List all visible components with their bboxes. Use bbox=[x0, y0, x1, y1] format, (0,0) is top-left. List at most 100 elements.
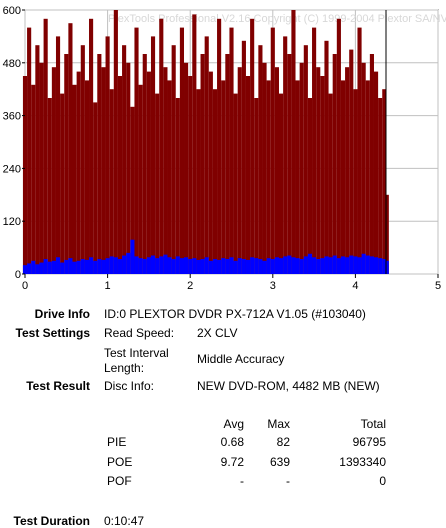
poe-bar bbox=[254, 98, 259, 274]
y-tick-label: 0 bbox=[15, 269, 21, 281]
row-avg: - bbox=[240, 474, 244, 488]
pie-bar bbox=[47, 261, 52, 274]
poe-bar bbox=[68, 23, 73, 275]
poe-bar bbox=[51, 67, 56, 274]
test-settings-label: Test Settings bbox=[15, 326, 90, 340]
poe-bar bbox=[196, 89, 201, 274]
pie-bar bbox=[51, 260, 56, 274]
pie-bar bbox=[150, 255, 156, 274]
poe-bar bbox=[229, 27, 234, 274]
poe-bar bbox=[345, 67, 350, 274]
max-header: Max bbox=[267, 417, 290, 431]
poe-bar bbox=[357, 27, 362, 274]
pie-bar bbox=[80, 259, 85, 274]
poe-bar bbox=[167, 80, 172, 275]
poe-bar bbox=[212, 89, 218, 274]
pie-bar bbox=[316, 259, 321, 274]
read-speed-label: Read Speed: bbox=[104, 326, 175, 340]
poe-bar bbox=[245, 76, 251, 274]
disc-info-value: NEW DVD-ROM, 4482 MB (NEW) bbox=[197, 379, 380, 393]
poe-bar bbox=[39, 62, 44, 274]
poe-bar bbox=[93, 102, 98, 275]
pie-bar bbox=[353, 256, 358, 274]
pie-bar bbox=[76, 260, 81, 274]
poe-bar bbox=[155, 93, 160, 274]
poe-bar bbox=[122, 45, 127, 275]
interval-label-line1: Test Interval bbox=[104, 346, 169, 360]
poe-bar bbox=[233, 93, 238, 274]
pie-bar bbox=[349, 255, 354, 274]
poe-bar bbox=[307, 98, 313, 274]
x-tick-label: 2 bbox=[187, 280, 193, 292]
pie-bar bbox=[192, 258, 197, 274]
poe-bar bbox=[378, 98, 383, 274]
row-name: POE bbox=[107, 455, 133, 469]
poe-bar bbox=[320, 76, 325, 274]
poe-bar bbox=[184, 62, 189, 274]
pie-bar bbox=[122, 255, 127, 274]
poe-bar bbox=[55, 36, 61, 275]
y-tick-label: 600 bbox=[3, 5, 21, 17]
poe-bar bbox=[208, 71, 213, 274]
pie-bar bbox=[250, 257, 255, 274]
y-tick-label: 480 bbox=[3, 58, 21, 70]
row-avg: 0.68 bbox=[220, 435, 244, 449]
pie-bar bbox=[109, 256, 114, 274]
pie-bar bbox=[179, 258, 185, 274]
row-max: 82 bbox=[276, 435, 290, 449]
poe-bar bbox=[117, 76, 123, 274]
pie-bar bbox=[270, 259, 275, 274]
poe-bar bbox=[349, 49, 354, 274]
pie-bar bbox=[188, 259, 193, 274]
pie-bar bbox=[55, 257, 61, 274]
pie-bar bbox=[245, 259, 251, 274]
poe-bar bbox=[192, 14, 197, 275]
pie-bar bbox=[382, 259, 387, 274]
poe-bar bbox=[171, 45, 176, 275]
x-tick-label: 0 bbox=[22, 280, 28, 292]
pie-bar bbox=[266, 258, 271, 274]
pie-bar bbox=[31, 260, 36, 274]
pie-bar bbox=[167, 257, 172, 274]
pie-bar bbox=[113, 257, 118, 274]
poe-bar bbox=[142, 54, 147, 274]
total-header: Total bbox=[360, 417, 386, 431]
pie-bar bbox=[369, 256, 374, 274]
x-tick-label: 3 bbox=[270, 280, 276, 292]
pie-bar bbox=[229, 257, 234, 274]
poe-bar bbox=[266, 80, 271, 275]
poe-bar bbox=[134, 27, 139, 274]
poe-bar bbox=[138, 84, 143, 274]
row-avg: 9.72 bbox=[220, 455, 244, 469]
row-total: 0 bbox=[379, 474, 386, 488]
pie-bar bbox=[175, 256, 180, 274]
pie-bar bbox=[312, 257, 317, 274]
poe-bar bbox=[72, 84, 77, 274]
poe-bar bbox=[373, 71, 379, 274]
poe-bar bbox=[237, 67, 242, 274]
pie-bar bbox=[291, 257, 296, 274]
drive-info-label: Drive Info bbox=[34, 307, 90, 321]
poe-bar bbox=[295, 80, 300, 275]
poe-bar bbox=[89, 18, 94, 274]
pie-bar bbox=[278, 258, 284, 274]
pie-bar bbox=[336, 258, 341, 274]
pie-bar bbox=[68, 258, 73, 274]
pie-bar bbox=[146, 257, 151, 274]
poe-bar bbox=[130, 106, 135, 274]
poe-bar bbox=[204, 36, 209, 275]
avg-header: Avg bbox=[223, 417, 244, 431]
y-tick-label: 120 bbox=[3, 216, 21, 228]
poe-bar bbox=[324, 40, 329, 274]
pie-bar bbox=[241, 259, 246, 274]
pie-bar bbox=[320, 258, 325, 274]
poe-bar bbox=[31, 84, 36, 274]
pie-bar bbox=[221, 258, 226, 274]
pie-bar bbox=[101, 259, 106, 274]
pie-bar bbox=[283, 256, 288, 274]
poe-bar bbox=[287, 54, 292, 274]
poe-bar bbox=[241, 40, 246, 274]
poe-bar bbox=[43, 18, 48, 274]
pie-bar bbox=[64, 259, 69, 274]
poe-bar bbox=[27, 27, 32, 274]
